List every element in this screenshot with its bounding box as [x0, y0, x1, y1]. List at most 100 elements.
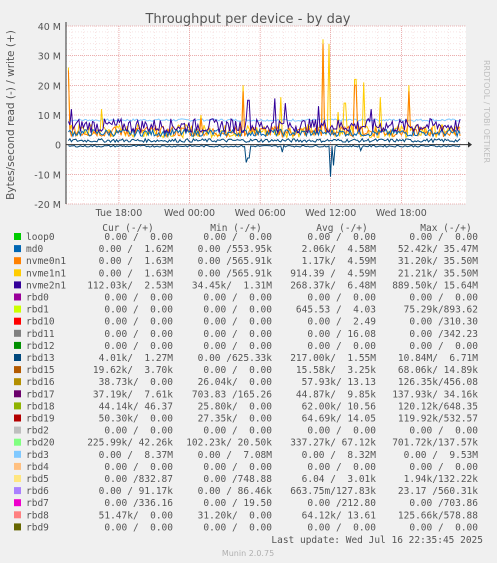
legend-row-nvme2n1: nvme2n1 112.03k/ 2.53M 34.45k/ 1.31M 268.37…	[14, 280, 478, 291]
legend-min: 25.80k/ 0.00	[198, 401, 273, 412]
legend-swatch	[14, 317, 21, 325]
legend-max: 0.00 / 0.00	[409, 426, 478, 437]
legend-row-rbd9: rbd9 0.00 / 0.00 0.00 / 0.00 0.00 / 0.00 0.0…	[14, 522, 478, 533]
legend-cur: 0.00 / 1.62M	[99, 244, 174, 255]
legend-swatch	[14, 354, 21, 361]
legend-swatch	[14, 438, 21, 446]
legend-min: 26.04k/ 0.00	[198, 377, 273, 388]
legend-name: rbd10	[26, 317, 55, 328]
legend-avg: 663.75m/127.83k	[290, 486, 376, 497]
legend-min: 0.00 / 0.00	[203, 341, 272, 352]
legend-max: 126.35k/456.08	[398, 377, 478, 388]
legend-avg: 0.00 / 16.08	[307, 329, 376, 340]
series-line-rbd13_read	[68, 144, 461, 177]
legend-avg: 57.93k/ 13.13	[302, 377, 376, 388]
legend-cur: 225.99k/ 42.26k	[87, 438, 173, 449]
legend-min: 0.00 / 0.00	[203, 293, 272, 304]
legend-max: 119.92k/532.57	[398, 414, 478, 425]
legend-swatch	[14, 462, 21, 470]
legend-row-rbd12: rbd12 0.00 / 0.00 0.00 / 0.00 0.00 / 0.00 0.…	[14, 341, 478, 352]
legend-max: 0.00 / 0.00	[409, 462, 478, 473]
x-tick-label: Wed 06:00	[235, 208, 286, 219]
y-tick-label: 20 M	[38, 81, 61, 92]
side-credit: RRDTOOL / TOBI OETIKER	[482, 60, 491, 163]
legend-cur: 37.19k/ 7.61k	[93, 389, 173, 400]
x-tick-label: Wed 18:00	[376, 208, 427, 219]
legend-min: 34.45k/ 1.31M	[192, 280, 272, 291]
legend-swatch	[14, 366, 21, 374]
legend-name: rbd1	[26, 305, 49, 316]
legend-swatch	[14, 511, 21, 519]
legend-name: rbd6	[26, 486, 49, 497]
legend-avg: 1.17k/ 4.59M	[302, 256, 377, 267]
legend-row-rbd10: rbd10 0.00 / 0.00 0.00 / 0.00 0.00 / 2.49 0.…	[14, 317, 478, 328]
series-line-rbd3	[68, 118, 461, 122]
legend-max: 0.00 / 0.00	[409, 522, 478, 533]
legend-name: rbd0	[26, 293, 49, 304]
legend-name: rbd3	[26, 450, 49, 461]
last-update: Last update: Wed Jul 16 22:35:45 2025	[271, 535, 483, 546]
legend-swatch	[14, 450, 21, 458]
legend-header-max: Max (-/+)	[420, 223, 471, 234]
legend-min: 0.00 /625.33k	[198, 353, 273, 364]
legend-row-rbd8: rbd8 51.47k/ 0.00 31.20k/ 0.00 64.12k/ 13.6…	[14, 510, 478, 521]
legend-row-rbd19: rbd19 50.30k/ 0.00 27.35k/ 0.00 64.69k/ 14.…	[14, 414, 478, 425]
legend-row-rbd13: rbd13 4.01k/ 1.27M 0.00 /625.33k 217.00k/ 1…	[14, 353, 478, 364]
legend-max: 52.42k/ 35.47M	[398, 244, 478, 255]
legend-row-rbd1: rbd1 0.00 / 0.00 0.00 / 0.00 645.53 / 4.03 7…	[14, 305, 478, 316]
legend-name: md0	[26, 244, 43, 255]
legend-max: 21.21k/ 35.50M	[398, 268, 478, 279]
legend-avg: 0.00 / 0.00	[307, 293, 376, 304]
legend-swatch	[14, 390, 21, 398]
legend-min: 0.00 /748.88	[203, 474, 272, 485]
legend-cur: 112.03k/ 2.53M	[87, 280, 173, 291]
legend-min: 31.20k/ 0.00	[198, 510, 273, 521]
legend-swatch	[14, 475, 21, 482]
legend-swatch	[14, 523, 21, 531]
legend-row-md0: md0 0.00 / 1.62M 0.00 /553.95k 2.06k/ 4.58M…	[14, 244, 478, 255]
legend-swatch	[14, 233, 21, 240]
legend-swatch	[14, 257, 21, 265]
legend-avg: 914.39 / 4.59M	[290, 268, 376, 279]
x-tick-label: Tue 18:00	[95, 208, 143, 219]
x-tick-label: Wed 12:00	[305, 208, 356, 219]
legend-min: 0.00 / 0.00	[203, 305, 272, 316]
legend-swatch	[14, 293, 21, 301]
legend-name: rbd8	[26, 510, 49, 521]
legend-swatch	[14, 329, 21, 337]
legend-max: 0.00 /703.86	[409, 498, 478, 509]
legend-cur: 19.62k/ 3.70k	[93, 365, 173, 376]
legend-max: 137.93k/ 34.16k	[392, 389, 478, 400]
legend-avg: 44.87k/ 9.85k	[296, 389, 376, 400]
legend-max: 120.12k/648.35	[398, 401, 478, 412]
series-line-nvme1n1	[67, 39, 461, 140]
legend-swatch	[14, 305, 21, 313]
legend-max: 0.00 /310.30	[409, 317, 478, 328]
legend-min: 0.00 / 0.00	[203, 232, 272, 243]
legend-max: 68.06k/ 14.89k	[398, 365, 478, 376]
legend-min: 0.00 / 0.00	[203, 317, 272, 328]
legend-cur: 0.00 / 91.17k	[99, 486, 174, 497]
legend-avg: 62.00k/ 10.56	[302, 401, 377, 412]
legend-avg: 15.58k/ 3.25k	[296, 365, 376, 376]
legend-avg: 337.27k/ 67.12k	[290, 438, 376, 449]
legend-avg: 6.04 / 3.01k	[302, 474, 377, 485]
legend-avg: 0.00 / 2.49	[307, 317, 376, 328]
legend-swatch	[14, 402, 21, 410]
legend-name: nvme1n1	[26, 268, 66, 279]
legend-name: loop0	[26, 232, 55, 243]
legend-max: 10.84M/ 6.71M	[398, 353, 478, 364]
legend-swatch	[14, 426, 21, 434]
legend-max: 701.72k/137.57k	[392, 438, 478, 449]
legend-name: rbd16	[26, 377, 55, 388]
legend-row-rbd17: rbd17 37.19k/ 7.61k 703.83 /165.26 44.87k/ …	[14, 389, 478, 400]
legend-swatch	[14, 378, 21, 386]
legend-cur: 38.73k/ 0.00	[99, 377, 174, 388]
legend-row-rbd7: rbd7 0.00 /336.16 0.00 / 19.50 0.00 /212.80…	[14, 498, 478, 509]
legend-row-loop0: loop0 0.00 / 0.00 0.00 / 0.00 0.00 / 0.00 0.…	[14, 232, 478, 243]
legend-name: nvme0n1	[26, 256, 66, 267]
legend-cur: 0.00 / 1.63M	[99, 256, 174, 267]
legend-min: 0.00 / 0.00	[203, 329, 272, 340]
legend-avg: 0.00 / 0.00	[307, 232, 376, 243]
